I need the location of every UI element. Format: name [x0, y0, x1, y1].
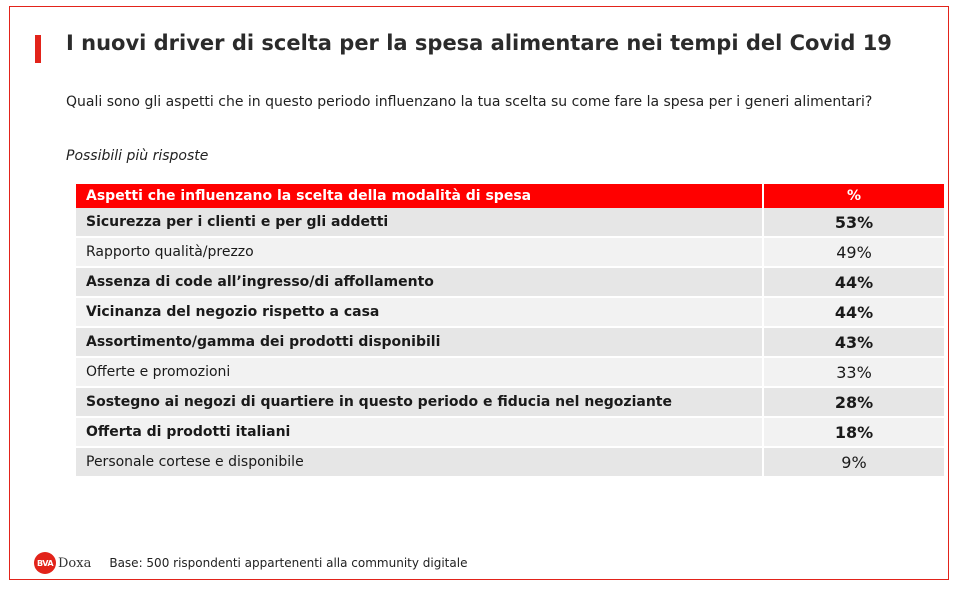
table-row: Assenza di code all’ingresso/di affollam…: [76, 268, 944, 298]
row-label: Offerta di prodotti italiani: [76, 418, 762, 448]
table-row: Sicurezza per i clienti e per gli addett…: [76, 208, 944, 238]
row-label: Sostegno ai negozi di quartiere in quest…: [76, 388, 762, 418]
table-row: Vicinanza del negozio rispetto a casa 44%: [76, 298, 944, 328]
row-label: Personale cortese e disponibile: [76, 448, 762, 478]
answer-note: Possibili più risposte: [66, 148, 209, 164]
row-label: Assenza di code all’ingresso/di affollam…: [76, 268, 762, 298]
footer: BVA Doxa Base: 500 rispondenti appartene…: [34, 552, 467, 574]
header-aspect: Aspetti che influenzano la scelta della …: [76, 184, 762, 208]
header-percent: %: [762, 184, 944, 208]
row-percent: 49%: [762, 238, 944, 268]
row-percent: 44%: [762, 298, 944, 328]
row-percent: 18%: [762, 418, 944, 448]
row-percent: 53%: [762, 208, 944, 238]
results-table: Aspetti che influenzano la scelta della …: [76, 184, 944, 478]
row-label: Assortimento/gamma dei prodotti disponib…: [76, 328, 762, 358]
row-percent: 33%: [762, 358, 944, 388]
row-percent: 28%: [762, 388, 944, 418]
row-label: Offerte e promozioni: [76, 358, 762, 388]
row-percent: 43%: [762, 328, 944, 358]
doxa-logo: Doxa: [58, 555, 92, 571]
table-header-row: Aspetti che influenzano la scelta della …: [76, 184, 944, 208]
table-row: Offerte e promozioni 33%: [76, 358, 944, 388]
row-label: Rapporto qualità/prezzo: [76, 238, 762, 268]
table-row: Sostegno ai negozi di quartiere in quest…: [76, 388, 944, 418]
row-label: Vicinanza del negozio rispetto a casa: [76, 298, 762, 328]
row-percent: 9%: [762, 448, 944, 478]
row-percent: 44%: [762, 268, 944, 298]
title-accent-bar: [35, 35, 41, 63]
bva-logo-icon: BVA: [34, 552, 56, 574]
table-row: Rapporto qualità/prezzo 49%: [76, 238, 944, 268]
table-row: Personale cortese e disponibile 9%: [76, 448, 944, 478]
table-body: Sicurezza per i clienti e per gli addett…: [76, 208, 944, 478]
survey-question: Quali sono gli aspetti che in questo per…: [66, 94, 873, 110]
slide: I nuovi driver di scelta per la spesa al…: [9, 6, 949, 580]
table-row: Offerta di prodotti italiani 18%: [76, 418, 944, 448]
table-row: Assortimento/gamma dei prodotti disponib…: [76, 328, 944, 358]
page-title: I nuovi driver di scelta per la spesa al…: [66, 31, 892, 55]
row-label: Sicurezza per i clienti e per gli addett…: [76, 208, 762, 238]
base-note: Base: 500 rispondenti appartenenti alla …: [109, 556, 468, 570]
